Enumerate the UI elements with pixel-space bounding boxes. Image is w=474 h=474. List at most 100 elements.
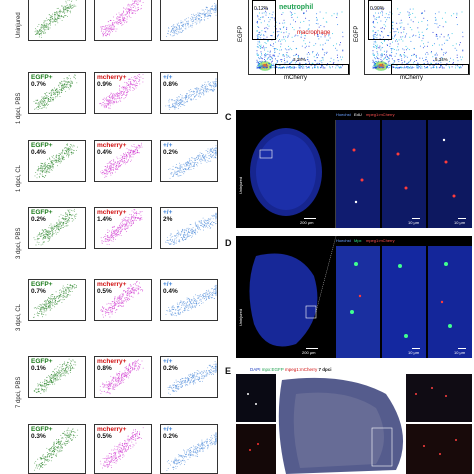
flow-plot-label: mcherry+ 0.8% [97, 358, 127, 372]
flow-plot-scatter [99, 73, 144, 109]
top-flow-right-ylabel: EGFP [354, 25, 360, 42]
flow-plot: +/+ 0.2% [160, 140, 218, 182]
flow-plot: mcherry+ 0.5% [94, 424, 152, 474]
panel-c-scale-1: 200 μm [300, 220, 314, 225]
flow-plot-gate-name: EGFP+ [31, 142, 53, 149]
panel-c-scalebar-2 [412, 218, 420, 219]
flow-plot-gate-value: 0.5% [97, 288, 112, 295]
flow-plot-gate-name: mcherry+ [97, 74, 127, 81]
flow-plot-scatter [33, 358, 77, 394]
flow-plot-gate-value: 0.4% [31, 149, 46, 156]
right-macrophage-gate-value: 5.34% [435, 57, 448, 62]
flow-plot-gate-name: mcherry+ [97, 142, 127, 149]
flow-plot-scatter [166, 432, 217, 472]
flow-plot-gate-name: EGFP+ [31, 426, 53, 433]
panel-d-stain-a: Hoechst [336, 238, 351, 243]
right-macrophage-gate [391, 64, 469, 74]
macrophage-gate [275, 64, 349, 74]
flow-plot: EGFP+ 0.7% [28, 279, 86, 321]
flow-plot-gate-value: 0.2% [31, 216, 46, 223]
flow-plot-gate-name: mcherry+ [97, 281, 127, 288]
flow-plot-scatter [34, 427, 79, 471]
flow-plot-gate-name: EGFP+ [31, 281, 53, 288]
panel-c-tissue [250, 120, 472, 228]
macrophage-label: macrophage [297, 30, 331, 36]
neutrophil-gate-value: 0.12% [254, 6, 269, 12]
flow-plot-scatter [100, 209, 143, 245]
top-flow-right-scatter [372, 7, 464, 71]
panel-d-stain-c: mpeg1:mCherry [366, 238, 395, 243]
flow-plot-scatter [34, 143, 78, 179]
flow-plot: +/+ 0.8% [160, 72, 218, 114]
flow-plot-label: +/+ 2% [163, 209, 173, 223]
panel-e-header: DAPI mpx:EGFP mpeg1:mCherry 7 dpci [250, 367, 332, 372]
flow-plot-gate-value: 0.2% [163, 149, 178, 156]
flow-plot-label: +/+ 0.2% [163, 426, 178, 440]
flow-plot-gate-value: 0.2% [163, 433, 178, 440]
row-label: 7 dpci, PBS [16, 376, 22, 408]
flow-plot-gate-name: EGFP+ [31, 209, 53, 216]
panel-c-image: Hoechst EdU mpeg1:mCherry Uninjured 200 … [236, 110, 472, 228]
flow-plot: mcherry+ 0.8% [94, 356, 152, 398]
flow-plot-gate-name: EGFP+ [31, 358, 53, 365]
flow-plot: +/+ 0.2% [160, 356, 218, 398]
macrophage-gate-value: 3.28% [293, 57, 306, 62]
flow-plot-scatter [100, 0, 144, 37]
flow-plot-gate-name: +/+ [163, 358, 173, 365]
panel-d-scale-2: 10 μm [408, 350, 420, 355]
panel-d-scale-3: 10 μm [454, 350, 466, 355]
flow-plot-gate-value: 0.4% [163, 288, 178, 295]
flow-plot-gate-name: mcherry+ [97, 209, 127, 216]
flow-plot-scatter [99, 427, 144, 469]
flow-plot-gate-value: 0.9% [97, 81, 112, 88]
panel-d-image: Hoechst Mpx mpeg1:mCherry Uninjured 200 … [236, 236, 472, 358]
panel-d-tissue [249, 236, 472, 358]
right-neutrophil-gate [368, 0, 392, 40]
panel-c-scalebar-1 [304, 218, 316, 219]
flow-plot-label: EGFP+ 0.7% [31, 281, 53, 295]
flow-plot-label: EGFP+ 0.1% [31, 358, 53, 372]
flow-plot-scatter [165, 284, 217, 317]
flow-plot [28, 0, 86, 41]
panel-d-scale-1: 200 μm [302, 350, 316, 355]
flow-plot: mcherry+ 0.5% [94, 279, 152, 321]
flow-plot-gate-name: EGFP+ [31, 74, 53, 81]
row-label: 1 dpci, CL [16, 164, 22, 192]
flow-plot-gate-name: +/+ [163, 209, 173, 216]
panel-d-letter: D [225, 238, 232, 248]
panel-d-side-label: Uninjured [238, 308, 243, 326]
panel-e-stain-a: DAPI [250, 367, 261, 372]
top-flow-left: EGFP 0.12% neutrophil macrophage 3.28% m… [238, 0, 350, 81]
panel-c-letter: C [225, 112, 232, 122]
flow-plot-gate-value: 0.1% [31, 365, 46, 372]
panel-e-stain-c: mpeg1:mCherry [284, 367, 318, 372]
top-flow-left-frame: 0.12% neutrophil macrophage 3.28% [248, 0, 350, 75]
flow-plot-scatter [32, 284, 77, 318]
neutrophil-label: neutrophil [279, 4, 314, 11]
flow-plot: EGFP+ 0.2% [28, 207, 86, 249]
panel-c-side-label: Uninjured [238, 176, 243, 194]
top-flow-left-xlabel: mCherry [284, 75, 308, 81]
flow-plot: mcherry+ 0.9% [94, 72, 152, 114]
flow-plot-label: +/+ 0.8% [163, 74, 178, 88]
flow-plot-scatter [164, 212, 217, 245]
flow-plot-gate-value: 0.2% [163, 365, 178, 372]
flow-plot-label: EGFP+ 0.2% [31, 209, 53, 223]
flow-plot: EGFP+ 0.4% [28, 140, 86, 182]
flow-plot-label: mcherry+ 0.4% [97, 142, 127, 156]
flow-plot-label: mcherry+ 1.4% [97, 209, 127, 223]
panel-c-scale-2: 10 μm [408, 220, 420, 225]
flow-plot-label: mcherry+ 0.5% [97, 281, 127, 295]
flow-plot-gate-value: 0.4% [97, 149, 112, 156]
neutrophil-gate [252, 0, 276, 40]
flow-plot-label: EGFP+ 0.7% [31, 74, 53, 88]
panel-c-scalebar-3 [458, 218, 466, 219]
flow-plot: EGFP+ 0.3% [28, 424, 86, 474]
flow-plot: mcherry+ 1.4% [94, 207, 152, 249]
flow-plot-gate-name: +/+ [163, 74, 173, 81]
panel-e-tissue [236, 374, 472, 474]
flow-plot-label: mcherry+ 0.5% [97, 426, 127, 440]
row-label: Uninjured [16, 12, 22, 38]
flow-plot [160, 0, 218, 41]
top-flow-right-xlabel: mCherry [400, 75, 424, 81]
